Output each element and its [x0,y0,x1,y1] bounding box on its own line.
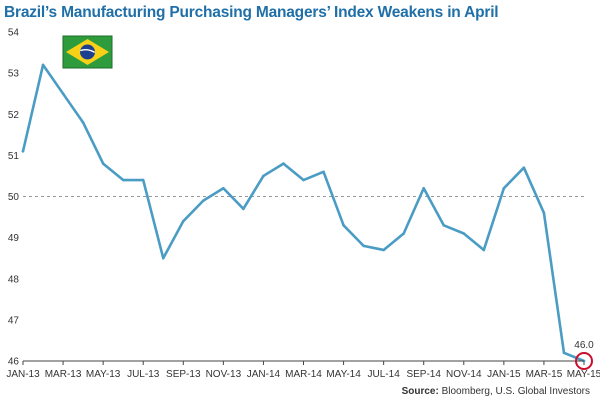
data-point [302,178,305,182]
source-text: Bloomberg, U.S. Global Investors [442,386,590,397]
source-note: Source: Bloomberg, U.S. Global Investors [402,386,590,397]
y-tick-label: 53 [8,69,20,80]
data-point [382,248,385,252]
data-point [161,256,165,260]
x-tick-label: MAR-14 [285,369,322,380]
data-points [21,63,586,363]
pmi-series-line [21,63,586,363]
x-tick-label: MAR-13 [45,369,82,380]
data-point [242,207,245,211]
x-tick-label: JUL-13 [127,369,160,380]
data-point [562,351,566,355]
data-point [522,166,526,170]
data-point [101,162,105,165]
data-point [141,178,145,182]
y-tick-label: 48 [8,274,20,285]
x-tick-label: JAN-13 [6,369,40,380]
brazil-flag-icon [62,35,113,69]
data-point [181,219,185,223]
data-point [442,223,446,227]
y-tick-label: 50 [8,192,20,203]
x-tick-label: MAY-14 [326,369,361,380]
y-tick-label: 52 [8,110,20,121]
data-point [81,121,85,124]
data-point [462,232,466,235]
x-tick-label: MAY-15 [567,369,600,380]
data-point [422,186,426,190]
data-point [342,223,345,227]
y-tick-label: 49 [8,233,20,244]
x-tick-label: MAR-15 [526,369,563,380]
data-point [41,63,45,67]
y-tick-label: 47 [8,315,20,326]
x-tick-label: JUL-14 [368,369,401,380]
y-tick-label: 46 [8,357,20,368]
data-point [202,199,205,202]
data-point [21,149,25,153]
x-tick-label: SEP-13 [166,369,201,380]
x-tick-label: NOV-14 [446,369,482,380]
data-point [502,186,506,190]
x-tick-label: JAN-15 [487,369,521,380]
chart-title: Brazil’s Manufacturing Purchasing Manage… [4,4,499,21]
data-point [262,174,265,178]
data-point [121,178,125,182]
data-point [362,244,365,248]
y-tick-label: 54 [8,28,20,39]
data-point [61,92,65,95]
data-point [222,186,225,190]
y-axis-ticks: 46 47 48 49 50 51 52 53 54 [8,28,20,368]
data-point [482,248,486,252]
x-axis-ticks: JAN-13 MAR-13 MAY-13 JUL-13 SEP-13 NOV-13 JAN-… [6,361,600,380]
x-tick-label: JAN-14 [247,369,281,380]
highlight-circle [575,352,593,370]
data-point [402,232,405,235]
x-tick-label: NOV-13 [206,369,242,380]
x-tick-label: SEP-14 [406,369,441,380]
y-tick-label: 51 [8,151,20,162]
data-point [542,211,546,215]
x-tick-label: MAY-13 [86,369,121,380]
data-point [322,170,325,174]
data-point [282,162,285,165]
highlight-value-label: 46.0 [574,340,594,351]
source-label: Source: [402,386,439,397]
